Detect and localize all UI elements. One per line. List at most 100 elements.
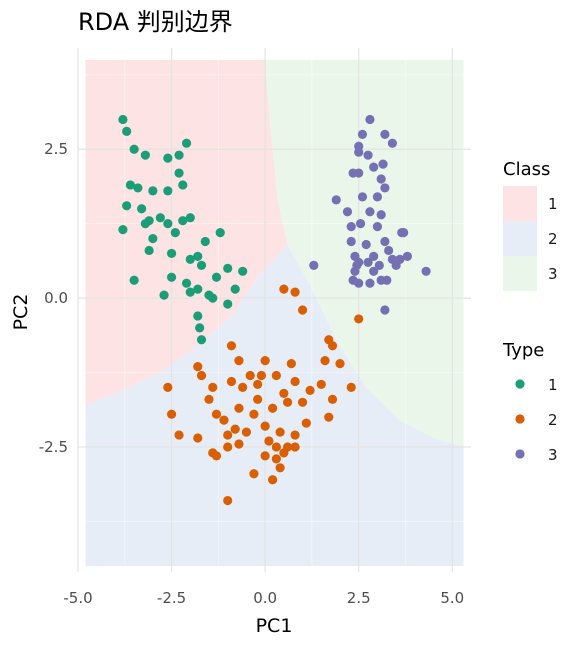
- point-type-1: [208, 293, 218, 303]
- point-type-2: [286, 358, 296, 369]
- point-type-3: [357, 192, 368, 202]
- point-type-2: [271, 370, 281, 381]
- point-type-1: [193, 284, 203, 294]
- point-type-1: [181, 138, 192, 148]
- x-tick-label: 5.0: [440, 589, 464, 607]
- y-tick-label: 2.5: [44, 140, 68, 158]
- point-type-3: [369, 266, 379, 276]
- x-tick-label: -5.0: [63, 589, 92, 607]
- point-type-1: [144, 245, 154, 256]
- point-type-3: [365, 114, 375, 125]
- point-type-1: [140, 150, 150, 160]
- point-type-3: [354, 147, 364, 157]
- point-type-3: [421, 266, 431, 276]
- point-type-3: [380, 236, 390, 247]
- data-points: [118, 114, 431, 506]
- point-type-2: [320, 356, 330, 366]
- point-type-3: [355, 219, 366, 229]
- point-type-1: [129, 144, 139, 154]
- point-type-3: [382, 275, 392, 285]
- point-type-2: [208, 382, 218, 393]
- point-type-1: [129, 275, 139, 285]
- point-type-2: [279, 284, 289, 294]
- point-type-1: [185, 287, 195, 297]
- point-type-3: [378, 159, 388, 169]
- point-type-1: [148, 186, 158, 196]
- point-type-3: [372, 222, 383, 232]
- point-type-2: [354, 314, 364, 324]
- point-type-1: [170, 227, 180, 238]
- point-type-1: [159, 290, 169, 300]
- point-type-2: [305, 385, 315, 395]
- point-type-2: [260, 356, 270, 366]
- point-type-2: [279, 388, 289, 398]
- point-type-2: [260, 451, 270, 461]
- type-legend-title: Type: [502, 340, 544, 361]
- point-type-3: [380, 305, 390, 315]
- point-type-3: [391, 260, 401, 270]
- point-type-2: [290, 376, 300, 387]
- point-type-1: [163, 219, 173, 229]
- x-axis-ticks: -5.0 -2.5 0.0 2.5 5.0: [63, 589, 464, 607]
- point-type-3: [346, 222, 356, 232]
- point-type-3: [309, 260, 319, 270]
- point-type-2: [327, 341, 338, 351]
- point-type-3: [387, 138, 397, 148]
- point-type-2: [253, 379, 263, 390]
- point-type-2: [271, 442, 281, 452]
- point-type-2: [253, 394, 263, 404]
- type-legend-marker: [515, 414, 525, 424]
- class-legend: Class 1 2 3: [503, 159, 558, 291]
- chart-title: RDA 判别边界: [78, 8, 233, 36]
- point-type-2: [346, 382, 356, 393]
- point-type-2: [223, 430, 233, 440]
- point-type-2: [297, 397, 308, 407]
- point-type-2: [275, 427, 285, 437]
- point-type-3: [365, 278, 375, 288]
- point-type-3: [372, 192, 383, 202]
- y-tick-label: 0.0: [44, 289, 68, 307]
- class-legend-swatch: [503, 186, 537, 221]
- point-type-1: [133, 183, 143, 193]
- point-type-2: [223, 495, 233, 506]
- point-type-3: [350, 266, 360, 276]
- point-type-3: [384, 245, 394, 256]
- point-type-2: [268, 475, 278, 485]
- point-type-2: [234, 356, 244, 366]
- point-type-3: [365, 207, 375, 217]
- point-type-1: [122, 201, 132, 211]
- point-type-2: [271, 454, 281, 464]
- point-type-3: [376, 210, 386, 220]
- type-legend-marker: [515, 449, 525, 459]
- type-legend: Type 1 2 3: [502, 340, 558, 464]
- point-type-2: [238, 382, 248, 393]
- point-type-2: [219, 415, 229, 425]
- point-type-1: [223, 299, 233, 309]
- point-type-1: [166, 272, 177, 282]
- point-type-2: [193, 433, 203, 443]
- point-type-3: [361, 239, 371, 250]
- type-legend-label: 3: [548, 446, 558, 464]
- point-type-1: [196, 335, 207, 345]
- point-type-2: [335, 358, 345, 369]
- point-type-2: [290, 430, 300, 440]
- point-type-1: [211, 272, 222, 282]
- point-type-1: [215, 227, 225, 238]
- point-type-1: [137, 204, 147, 214]
- point-type-2: [279, 448, 289, 458]
- point-type-2: [275, 463, 285, 473]
- point-type-2: [234, 439, 244, 449]
- class-legend-swatch: [503, 221, 537, 256]
- point-type-2: [174, 430, 184, 440]
- point-type-2: [241, 427, 252, 437]
- point-type-1: [163, 186, 173, 196]
- point-type-2: [249, 409, 259, 419]
- point-type-1: [196, 260, 207, 270]
- point-type-2: [211, 409, 222, 419]
- type-legend-marker: [515, 379, 525, 389]
- point-type-1: [193, 311, 203, 321]
- point-type-1: [155, 213, 165, 223]
- class-region-3: [265, 59, 464, 447]
- point-type-2: [301, 418, 311, 428]
- point-type-1: [200, 236, 210, 247]
